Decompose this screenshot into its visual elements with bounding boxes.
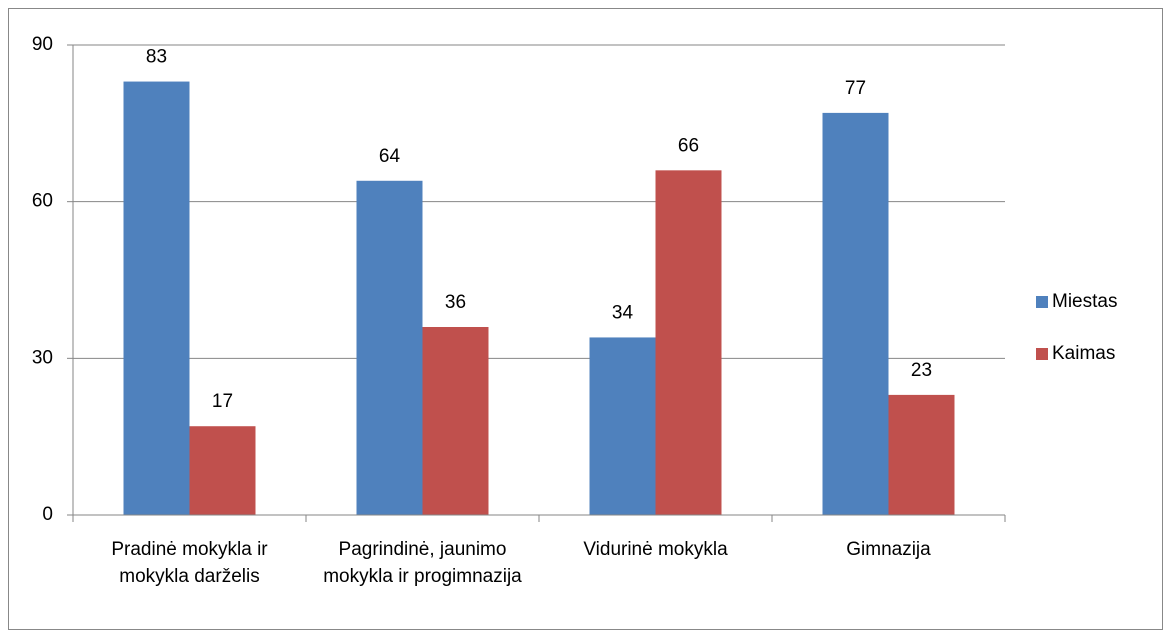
bar <box>589 337 656 515</box>
y-tick-label: 90 <box>32 34 53 55</box>
legend-swatch <box>1036 348 1048 360</box>
x-tick-label: Pagrindinė, jaunimo mokykla ir progimnaz… <box>323 539 522 587</box>
y-tick-label: 0 <box>42 504 53 525</box>
data-label: 17 <box>212 391 233 412</box>
bar <box>356 180 423 515</box>
legend-swatch <box>1036 296 1048 308</box>
bar <box>655 170 722 516</box>
data-label: 77 <box>845 78 866 99</box>
y-tick-label: 60 <box>32 191 53 212</box>
x-tick-label: Pradinė mokykla ir mokykla darželis <box>111 539 268 587</box>
bar <box>888 394 955 515</box>
data-label: 64 <box>379 146 401 167</box>
bar <box>422 327 489 515</box>
data-label: 23 <box>911 360 932 381</box>
bar <box>189 426 256 515</box>
data-label: 83 <box>146 47 167 68</box>
data-label: 36 <box>445 292 466 313</box>
legend-label: Miestas <box>1052 291 1117 312</box>
bar <box>123 81 190 516</box>
legend-label: Kaimas <box>1052 343 1115 364</box>
data-label: 66 <box>678 135 699 156</box>
x-tick-label: Gimnazija <box>846 539 931 560</box>
chart-frame <box>8 8 1163 630</box>
bar <box>822 112 889 515</box>
data-label: 34 <box>612 302 634 323</box>
y-tick-label: 30 <box>32 347 53 368</box>
x-tick-label: Vidurinė mokykla <box>583 539 728 560</box>
